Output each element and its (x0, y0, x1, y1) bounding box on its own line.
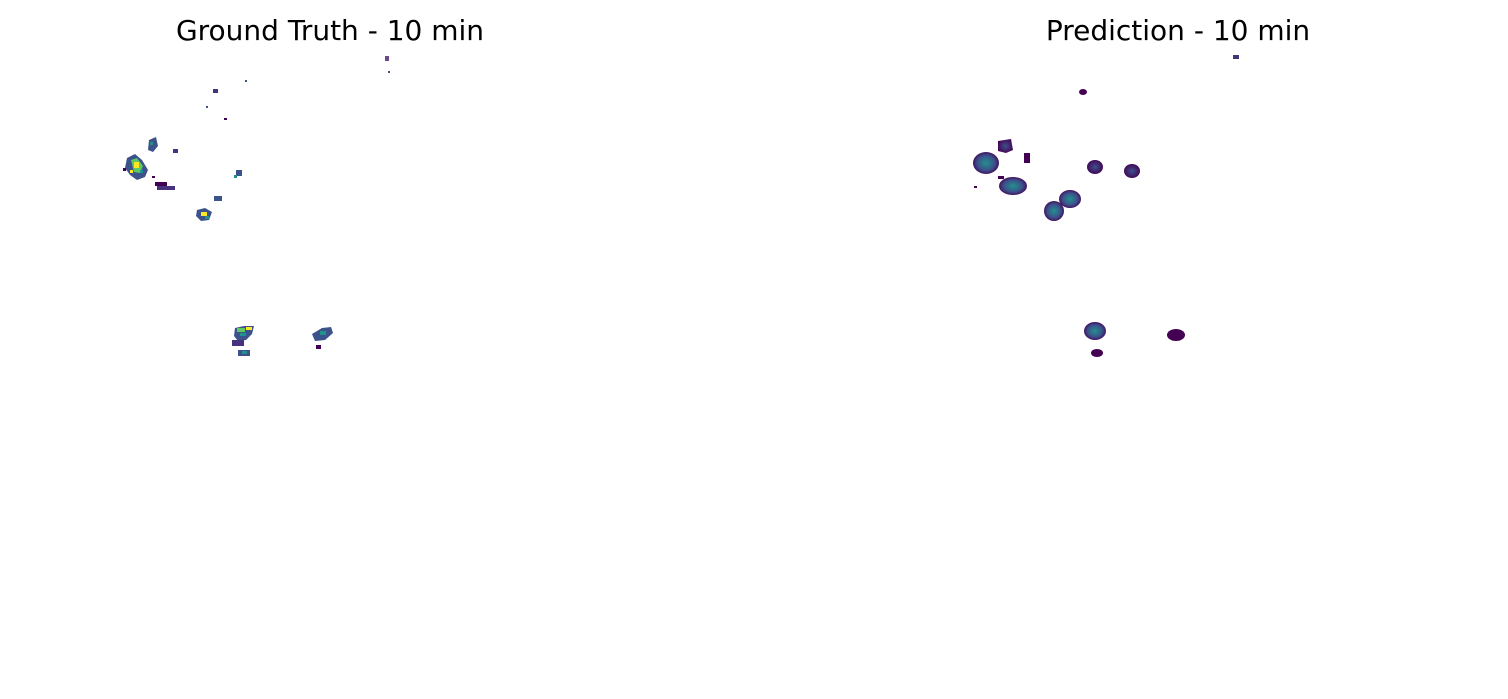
ground-truth-title: Ground Truth - 10 min (175, 14, 485, 47)
prediction-title: Prediction - 10 min (1045, 14, 1311, 47)
gt-echo-left-cluster (123, 137, 242, 221)
pred-echo-lower-cluster (1084, 322, 1185, 357)
gt-echo-top-specks (206, 56, 390, 120)
pred-echo-left-cluster (973, 139, 1140, 221)
gt-echo-lower-cluster (232, 326, 333, 356)
ground-truth-radar-image (123, 56, 390, 356)
prediction-radar-image (973, 55, 1239, 357)
ground-truth-panel: Ground Truth - 10 min (0, 0, 660, 699)
prediction-panel: Prediction - 10 min (848, 0, 1508, 699)
pred-echo-top-specks (1079, 55, 1239, 95)
